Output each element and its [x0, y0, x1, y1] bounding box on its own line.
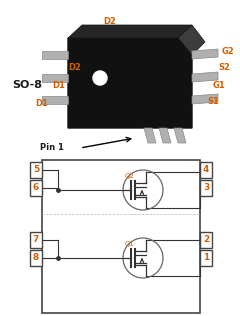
Circle shape	[93, 71, 107, 85]
Polygon shape	[42, 51, 68, 59]
Text: S1: S1	[207, 98, 219, 106]
Text: D1: D1	[52, 81, 65, 89]
Bar	[30, 232, 42, 248]
Polygon shape	[42, 96, 68, 104]
Bar	[30, 162, 42, 178]
Polygon shape	[159, 128, 171, 143]
Bar	[200, 180, 212, 196]
Polygon shape	[42, 74, 68, 82]
Polygon shape	[178, 25, 205, 55]
Text: 5: 5	[33, 166, 39, 174]
Text: Pin 1: Pin 1	[40, 143, 64, 153]
Bar	[30, 180, 42, 196]
Text: Q1: Q1	[125, 241, 135, 247]
Bar	[200, 250, 212, 266]
Polygon shape	[192, 72, 218, 82]
Text: 2: 2	[203, 235, 209, 245]
Text: 1: 1	[203, 253, 209, 263]
Polygon shape	[144, 128, 156, 143]
Polygon shape	[68, 38, 192, 128]
Text: G1: G1	[213, 81, 226, 89]
Text: SO-8: SO-8	[12, 80, 42, 90]
Polygon shape	[174, 128, 186, 143]
Text: 6: 6	[33, 184, 39, 192]
Text: D2: D2	[103, 17, 116, 27]
Text: G2: G2	[222, 46, 235, 56]
Bar	[200, 162, 212, 178]
Text: D2: D2	[68, 63, 81, 71]
Bar	[42, 160, 200, 313]
Text: D1: D1	[35, 99, 48, 107]
Text: 3: 3	[203, 184, 209, 192]
Text: S2: S2	[218, 64, 230, 72]
Bar	[200, 232, 212, 248]
Polygon shape	[192, 49, 218, 59]
Polygon shape	[192, 94, 218, 104]
Polygon shape	[68, 25, 192, 38]
Bar	[30, 250, 42, 266]
Text: 8: 8	[33, 253, 39, 263]
Text: 4: 4	[203, 166, 209, 174]
Text: Q2: Q2	[125, 173, 135, 179]
Text: 7: 7	[33, 235, 39, 245]
